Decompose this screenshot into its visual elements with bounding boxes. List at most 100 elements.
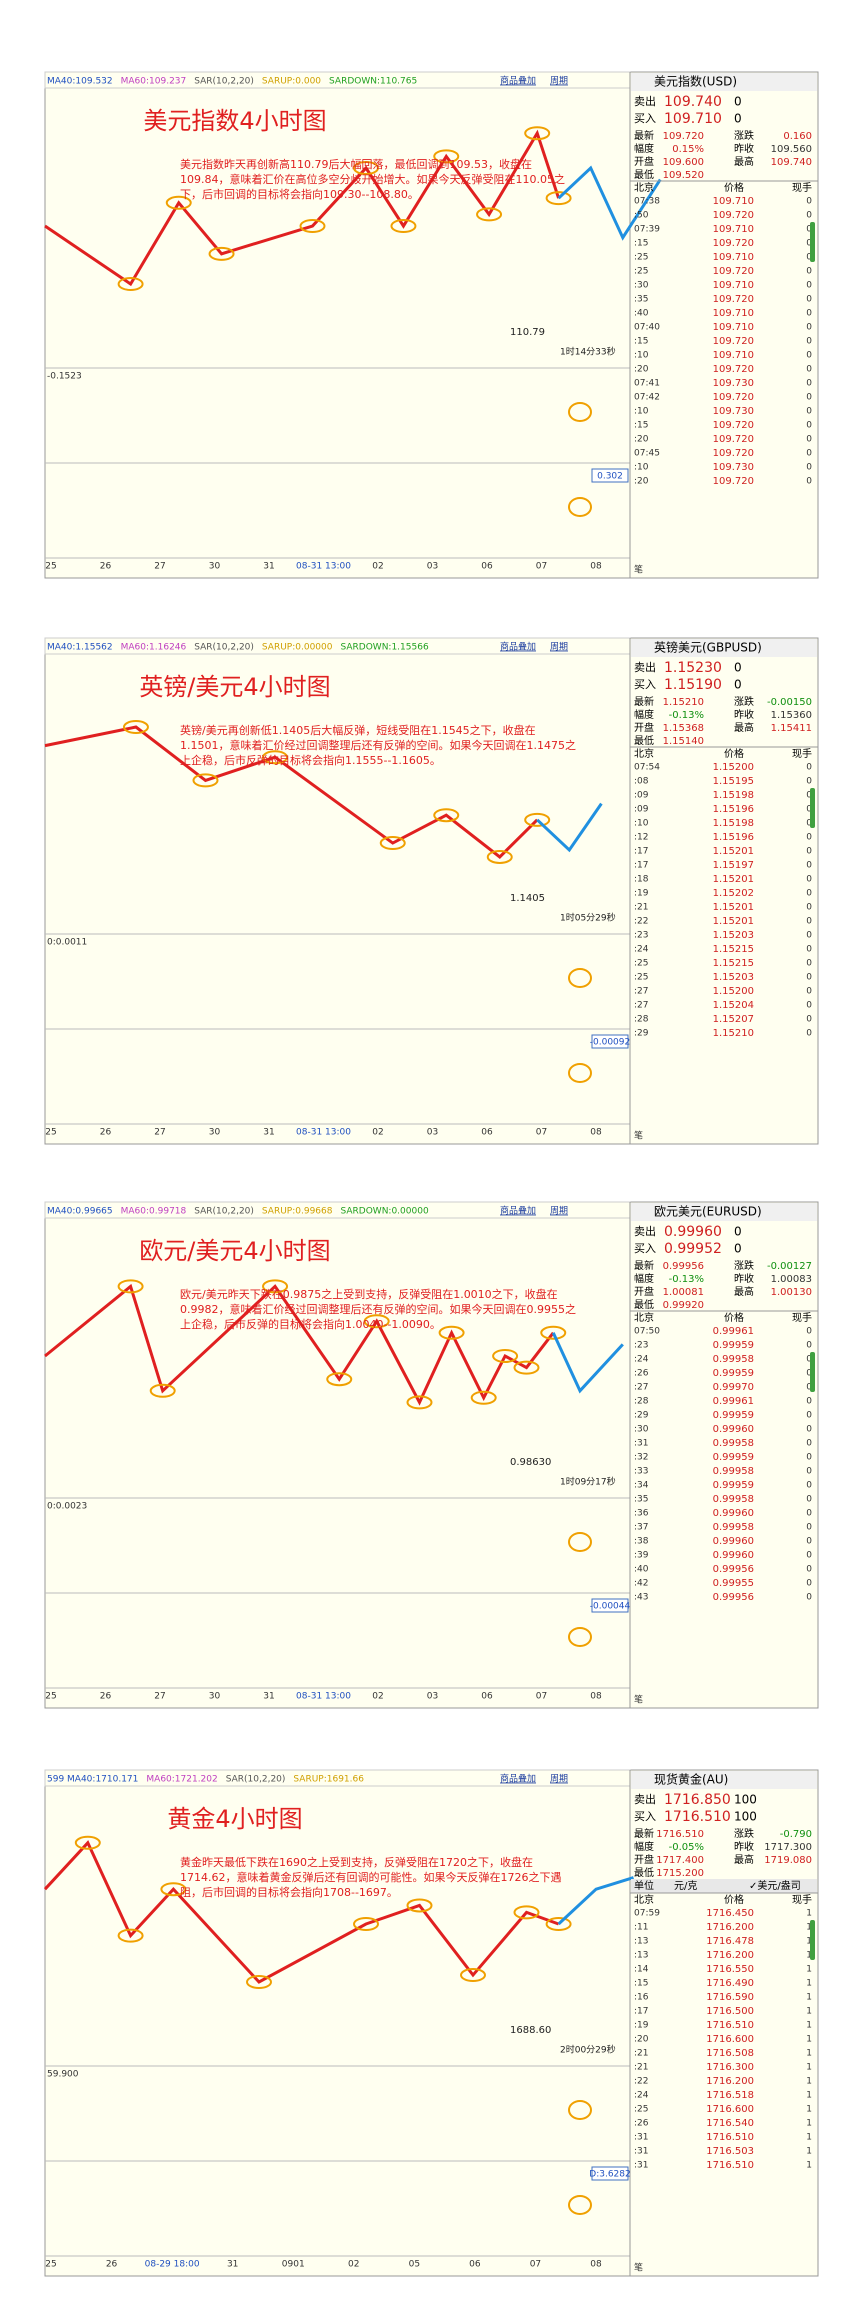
quote-bid-volume: 0 — [734, 661, 742, 675]
header-item: MA60:1721.202 — [146, 1775, 217, 1785]
tick-volume: 0 — [806, 351, 812, 361]
tick-time: :25 — [634, 267, 648, 277]
stat-value: 1717.400 — [656, 1855, 704, 1866]
tick-volume: 0 — [806, 847, 812, 857]
pivot-circle — [117, 277, 144, 291]
tick-volume: 0 — [806, 931, 812, 941]
tick-time: :20 — [634, 477, 649, 487]
stat-value: 1715.200 — [656, 1868, 704, 1879]
tick-volume: 1 — [806, 1923, 812, 1933]
tick-price: 0.99959 — [713, 1452, 754, 1463]
tick-time: 07:42 — [634, 393, 660, 403]
tick-time: :12 — [634, 833, 648, 843]
tick-volume: 1 — [806, 1979, 812, 1989]
trend-zigzag — [44, 1283, 555, 1406]
chart-panel: 599 MA40:1710.171 MA60:1721.202 SAR(10,2,2… — [43, 1769, 819, 2277]
tick-time: :27 — [634, 987, 648, 997]
tick-time: :29 — [634, 1411, 649, 1421]
tick-price: 0.99958 — [713, 1494, 754, 1505]
tick-price: 0.99959 — [713, 1480, 754, 1491]
tick-price: 1716.300 — [706, 2062, 754, 2073]
stat-label: 最低 — [634, 734, 654, 747]
tick-price: 1716.500 — [706, 2006, 754, 2017]
pivot-circle — [160, 1882, 187, 1897]
tick-time: :31 — [634, 1439, 648, 1449]
quote-header — [631, 639, 817, 657]
header-item: 599 MA40:1710.171 — [47, 1775, 138, 1785]
tick-volume: 0 — [806, 421, 812, 431]
tick-price: 0.99956 — [713, 1564, 754, 1575]
tick-time: :22 — [634, 2077, 648, 2087]
tick-volume: 0 — [806, 253, 812, 263]
tick-price: 109.720 — [713, 294, 754, 305]
column-header: 现手 — [792, 1311, 812, 1324]
tick-time: 07:39 — [634, 225, 660, 235]
tick-volume: 0 — [806, 861, 812, 871]
header-item: MA60:1.16246 — [121, 643, 187, 653]
x-axis-label: 27 — [154, 562, 165, 572]
tick-time: 07:40 — [634, 323, 660, 333]
unit-option[interactable]: ✓美元/盎司 — [749, 1879, 801, 1892]
tick-time: :24 — [634, 1355, 649, 1365]
annotation-box: 英镑/美元再创新低1.1405后大幅反弹，短线受阻在1.1545之下，收盘在1.… — [180, 724, 576, 767]
panel-frame — [44, 1769, 819, 2277]
panel-frame — [44, 637, 819, 1145]
tick-volume: 0 — [806, 267, 812, 277]
pivot-circle — [513, 1360, 540, 1375]
tick-time: :28 — [634, 1397, 649, 1407]
x-axis-label: 05 — [409, 2260, 420, 2270]
tick-price: 1716.503 — [706, 2146, 754, 2157]
tick-time: :25 — [634, 2105, 648, 2115]
x-axis-label: 26 — [100, 562, 112, 572]
tick-volume: 0 — [806, 1537, 812, 1547]
stat-value: 0.15% — [672, 144, 704, 155]
tick-volume: 0 — [806, 1481, 812, 1491]
tick-price: 109.720 — [713, 364, 754, 375]
tick-volume: 0 — [806, 1411, 812, 1421]
pivot-circle — [299, 219, 326, 233]
tick-volume: 1 — [806, 2035, 812, 2045]
stat-value: 1.15140 — [663, 736, 704, 747]
tick-price: 1716.510 — [706, 2132, 754, 2143]
x-axis-label: 07 — [536, 1128, 547, 1138]
tick-volume: 0 — [806, 1425, 812, 1435]
header-item: SARUP:0.00000 — [262, 643, 333, 653]
header-item: SARUP:0.99668 — [262, 1207, 333, 1217]
stat-label: 最高 — [734, 721, 754, 734]
pivot-circle — [513, 1905, 540, 1920]
quote-ask-volume: 0 — [734, 112, 742, 126]
indicator-value-box — [591, 468, 629, 483]
unit-option[interactable]: 元/克 — [674, 1880, 697, 1892]
stat-label: 最新 — [634, 1259, 654, 1272]
header-item: SAR(10,2,20) — [226, 1775, 286, 1785]
x-axis-label: 31 — [227, 2260, 238, 2270]
forecast-arrow — [557, 165, 662, 241]
header-item: SARDOWN:0.00000 — [340, 1207, 428, 1217]
tick-time: :25 — [634, 973, 648, 983]
tick-time: :24 — [634, 2091, 649, 2101]
tick-price: 0.99960 — [713, 1424, 754, 1435]
toolbar-button: 周期 — [550, 76, 568, 87]
tick-time: :15 — [634, 421, 648, 431]
stat-value: 1.15360 — [771, 710, 812, 721]
pivot-circle — [460, 1968, 486, 1983]
tick-time: :10 — [634, 407, 649, 417]
tick-time: :26 — [634, 2119, 649, 2129]
price-label: 1.1405 — [510, 893, 545, 904]
stat-value: -0.13% — [669, 710, 704, 721]
tick-price: 1.15197 — [713, 860, 754, 871]
stat-label: 涨跌 — [734, 129, 754, 142]
tick-time: :25 — [634, 253, 648, 263]
tick-volume: 0 — [806, 805, 812, 815]
tick-volume: 0 — [806, 239, 812, 249]
quote-header — [631, 1771, 817, 1789]
pivot-circle — [117, 1928, 144, 1943]
stat-label: 最新 — [634, 695, 654, 708]
toolbar-button: 商品叠加 — [500, 1205, 536, 1217]
column-header: 价格 — [724, 747, 744, 760]
tick-price: 109.710 — [713, 350, 754, 361]
tick-price: 1.15198 — [713, 790, 754, 801]
tick-time: :25 — [634, 959, 648, 969]
x-axis-label: 30 — [209, 1128, 221, 1138]
stat-label: 幅度 — [634, 1840, 654, 1853]
